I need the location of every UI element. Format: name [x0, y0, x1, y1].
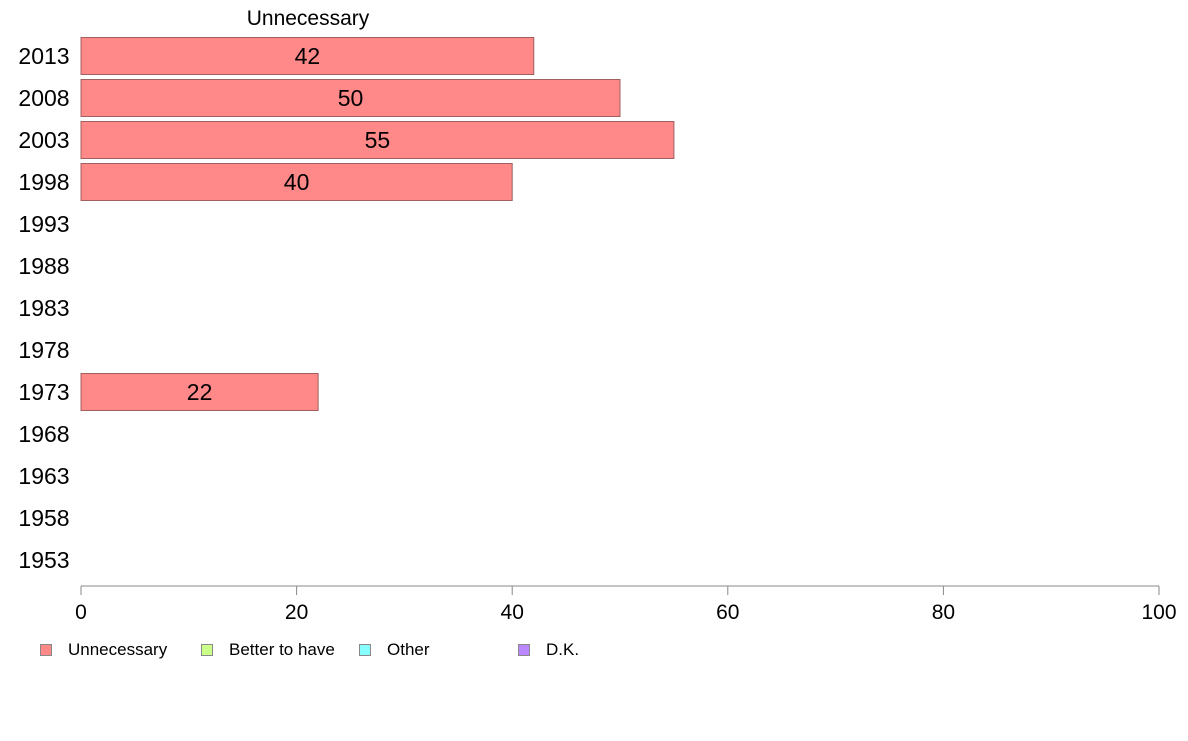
y-tick-label-1998: 1998: [18, 169, 69, 195]
y-tick-label-1988: 1988: [18, 253, 69, 279]
x-tick-label-80: 80: [932, 601, 955, 624]
x-tick-label-40: 40: [501, 601, 524, 624]
x-axis: 0 20 40 60 80 100: [75, 585, 1177, 624]
legend-label-unnecessary: Unnecessary: [68, 640, 168, 659]
y-tick-label-1993: 1993: [18, 211, 69, 237]
chart-title: Unnecessary: [247, 7, 370, 30]
x-tick-label-0: 0: [75, 601, 87, 624]
data-label-1998: 40: [284, 169, 310, 195]
y-tick-label-1973: 1973: [18, 379, 69, 405]
y-tick-label-2013: 2013: [18, 43, 69, 69]
legend-label-dk: D.K.: [546, 640, 580, 659]
bar-2008: [80, 79, 621, 117]
legend-item-better-to-have: Better to have: [201, 636, 335, 664]
bar-2003: [80, 121, 675, 159]
x-tick-label-100: 100: [1141, 601, 1176, 624]
x-tick-label-20: 20: [285, 601, 308, 624]
y-tick-label-1963: 1963: [18, 463, 69, 489]
bar-1998: [80, 163, 513, 201]
x-tick-label-60: 60: [716, 601, 739, 624]
y-tick-label-1983: 1983: [18, 295, 69, 321]
y-tick-label-1953: 1953: [18, 547, 69, 573]
legend-swatch-dk: [518, 644, 530, 656]
data-label-1973: 22: [187, 379, 213, 405]
legend: Unnecessary Better to have Other D.K.: [0, 636, 1188, 664]
y-tick-label-1958: 1958: [18, 505, 69, 531]
data-label-2013: 42: [295, 43, 321, 69]
y-tick-label-2003: 2003: [18, 127, 69, 153]
y-tick-label-2008: 2008: [18, 85, 69, 111]
y-tick-label-1968: 1968: [18, 421, 69, 447]
legend-swatch-better-to-have: [201, 644, 213, 656]
legend-item-dk: D.K.: [518, 636, 579, 664]
legend-swatch-unnecessary: [40, 644, 52, 656]
legend-label-other: Other: [387, 640, 430, 659]
data-label-2003: 55: [365, 127, 391, 153]
bar-2013: [80, 37, 535, 75]
legend-swatch-other: [359, 644, 371, 656]
legend-item-unnecessary: Unnecessary: [40, 636, 167, 664]
y-tick-label-1978: 1978: [18, 337, 69, 363]
y-axis-labels: 2013 2008 2003 1998 1993 1988 1983 1978 1973 1968…: [18, 43, 69, 573]
legend-label-better-to-have: Better to have: [229, 640, 335, 659]
legend-item-other: Other: [359, 636, 430, 664]
bar-1973: [80, 373, 319, 411]
data-label-2008: 50: [338, 85, 364, 111]
